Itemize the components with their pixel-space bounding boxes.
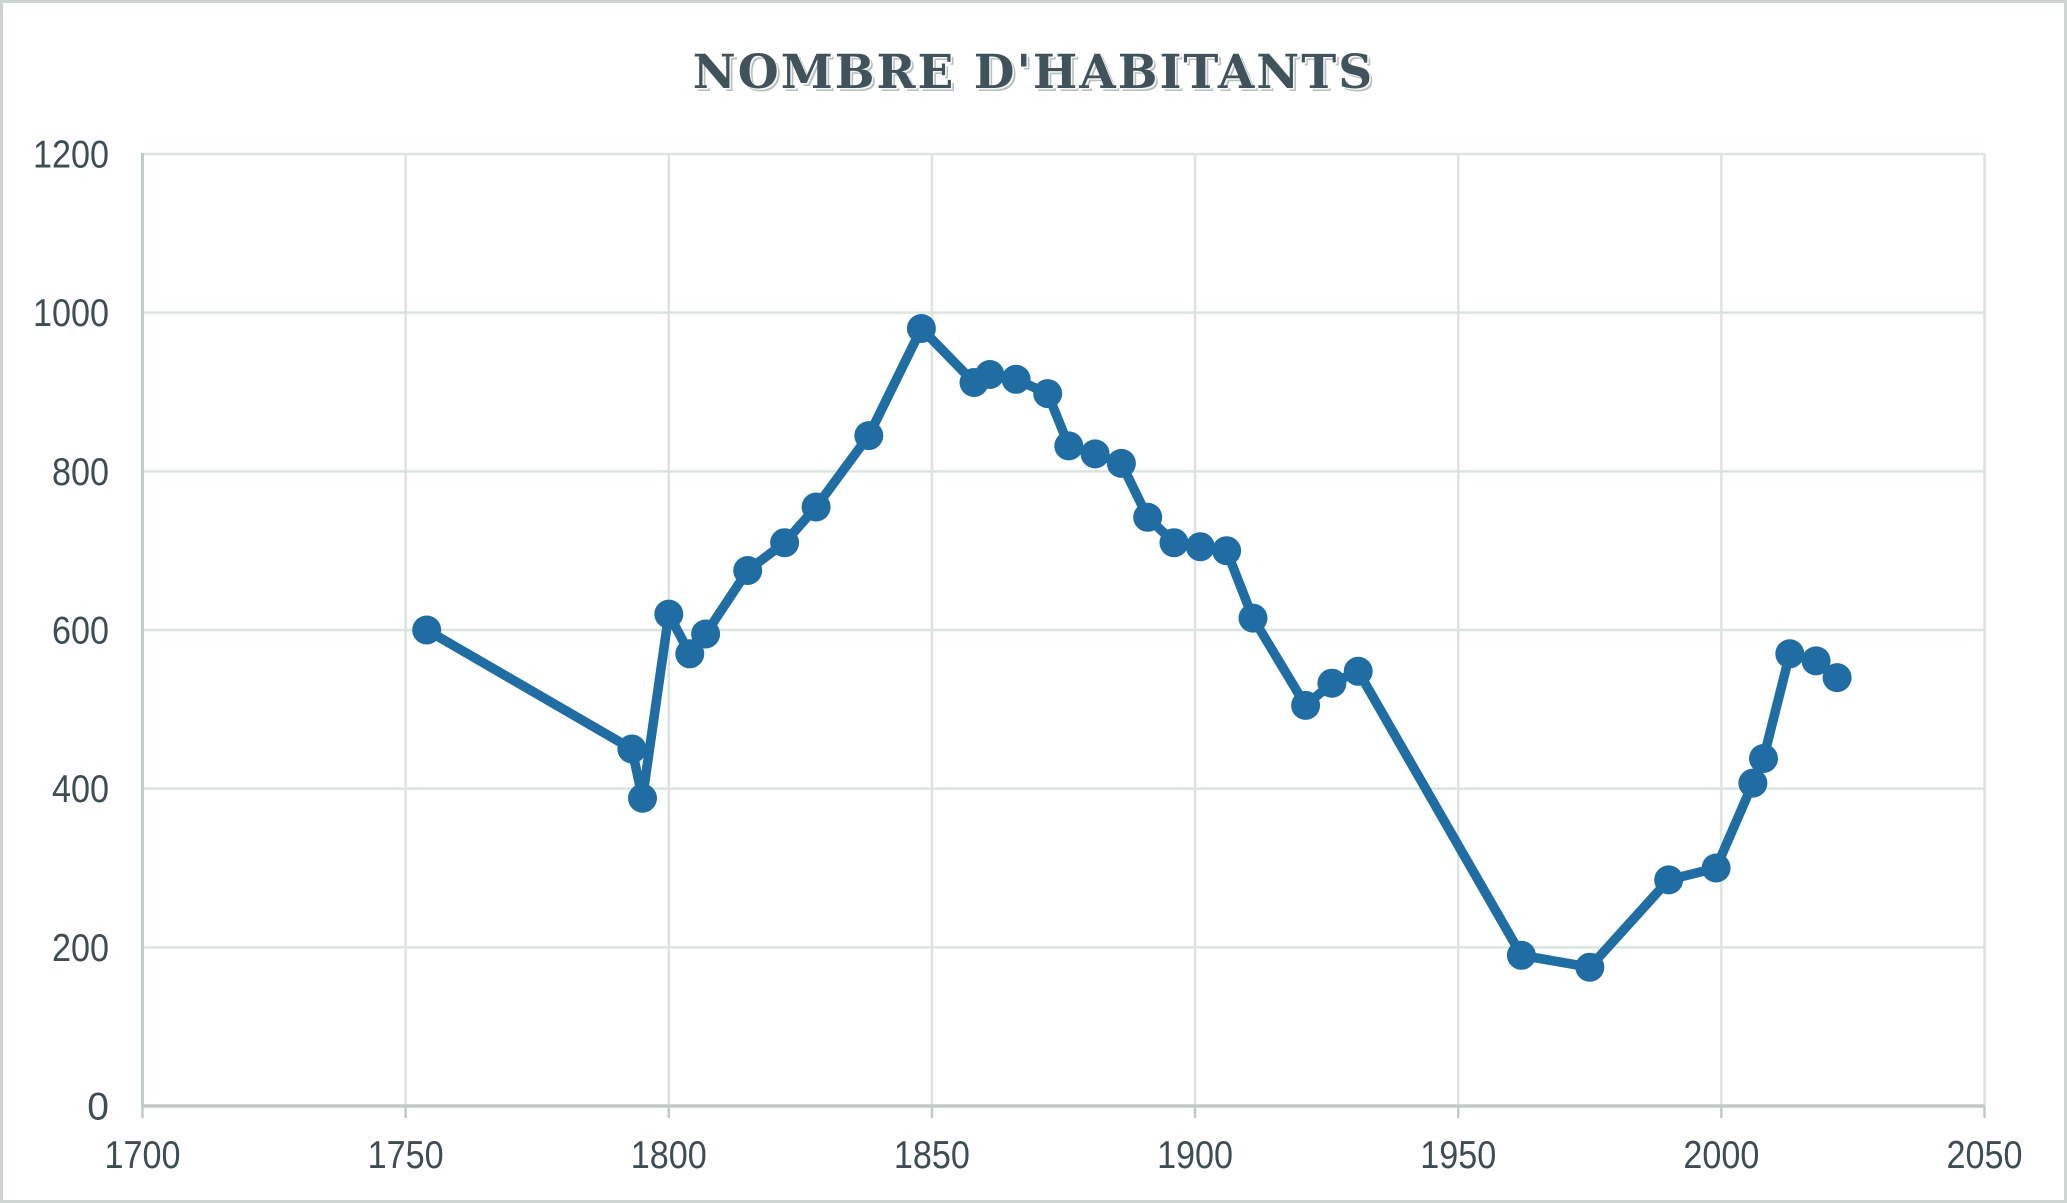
- data-point-marker: [1738, 768, 1768, 798]
- x-tick-label: 1750: [368, 1134, 444, 1177]
- data-point-marker: [1343, 656, 1373, 686]
- data-point-marker: [801, 492, 831, 522]
- data-point-marker: [733, 556, 763, 585]
- x-tick-label: 2000: [1683, 1134, 1759, 1177]
- x-tick-label: 1950: [1420, 1134, 1496, 1177]
- data-point-marker: [770, 528, 800, 558]
- chart-title: NOMBRE D'HABITANTS: [692, 45, 1375, 100]
- data-point-marker: [1575, 952, 1605, 982]
- data-point-marker: [1054, 431, 1084, 461]
- x-tick-label: 1900: [1157, 1134, 1233, 1177]
- x-tick-label: 2050: [1947, 1134, 2023, 1177]
- x-tick-label: 1700: [105, 1134, 181, 1177]
- data-point-marker: [617, 734, 647, 764]
- data-point-marker: [628, 783, 657, 813]
- data-point-marker: [1238, 603, 1268, 633]
- y-tick-label: 0: [87, 1086, 109, 1129]
- y-tick-label: 800: [52, 451, 109, 494]
- data-point-marker: [1212, 536, 1242, 566]
- data-point-marker: [1159, 528, 1189, 558]
- data-point-marker: [1701, 853, 1731, 883]
- population-line-chart: 1700 1750 1800 1850 1900 1950 2000 2050 0 200 400 6…: [33, 134, 2023, 1178]
- population-line: [421, 323, 1842, 972]
- data-point-marker: [1133, 502, 1163, 532]
- data-point-marker: [675, 639, 705, 669]
- y-tick-label: 1200: [33, 134, 109, 177]
- y-tick-label: 200: [52, 927, 109, 970]
- x-tick-label: 1850: [894, 1134, 970, 1177]
- data-point-marker: [1801, 646, 1831, 676]
- data-point-marker: [1106, 448, 1136, 478]
- data-point-marker: [854, 421, 884, 451]
- data-point-marker: [1317, 668, 1347, 698]
- y-tick-label: 600: [52, 610, 109, 653]
- data-point-marker: [1775, 639, 1805, 669]
- data-point-marker: [1033, 379, 1063, 409]
- data-point-marker: [1080, 439, 1110, 469]
- data-point-marker: [906, 314, 936, 343]
- data-point-marker: [412, 615, 442, 645]
- data-point-marker: [1291, 690, 1321, 720]
- x-tick-label: 1800: [631, 1134, 707, 1177]
- data-point-marker: [1001, 364, 1031, 394]
- data-point-marker: [1185, 532, 1215, 562]
- data-point-marker: [975, 360, 1005, 389]
- data-point-marker: [1822, 663, 1852, 693]
- y-tick-label: 1000: [33, 292, 109, 335]
- data-point-marker: [1506, 940, 1536, 970]
- data-point-marker: [1654, 865, 1684, 895]
- y-tick-label: 400: [52, 768, 109, 811]
- data-point-marker: [1749, 744, 1778, 773]
- data-point-marker: [654, 599, 684, 629]
- data-point-marker: [691, 619, 721, 649]
